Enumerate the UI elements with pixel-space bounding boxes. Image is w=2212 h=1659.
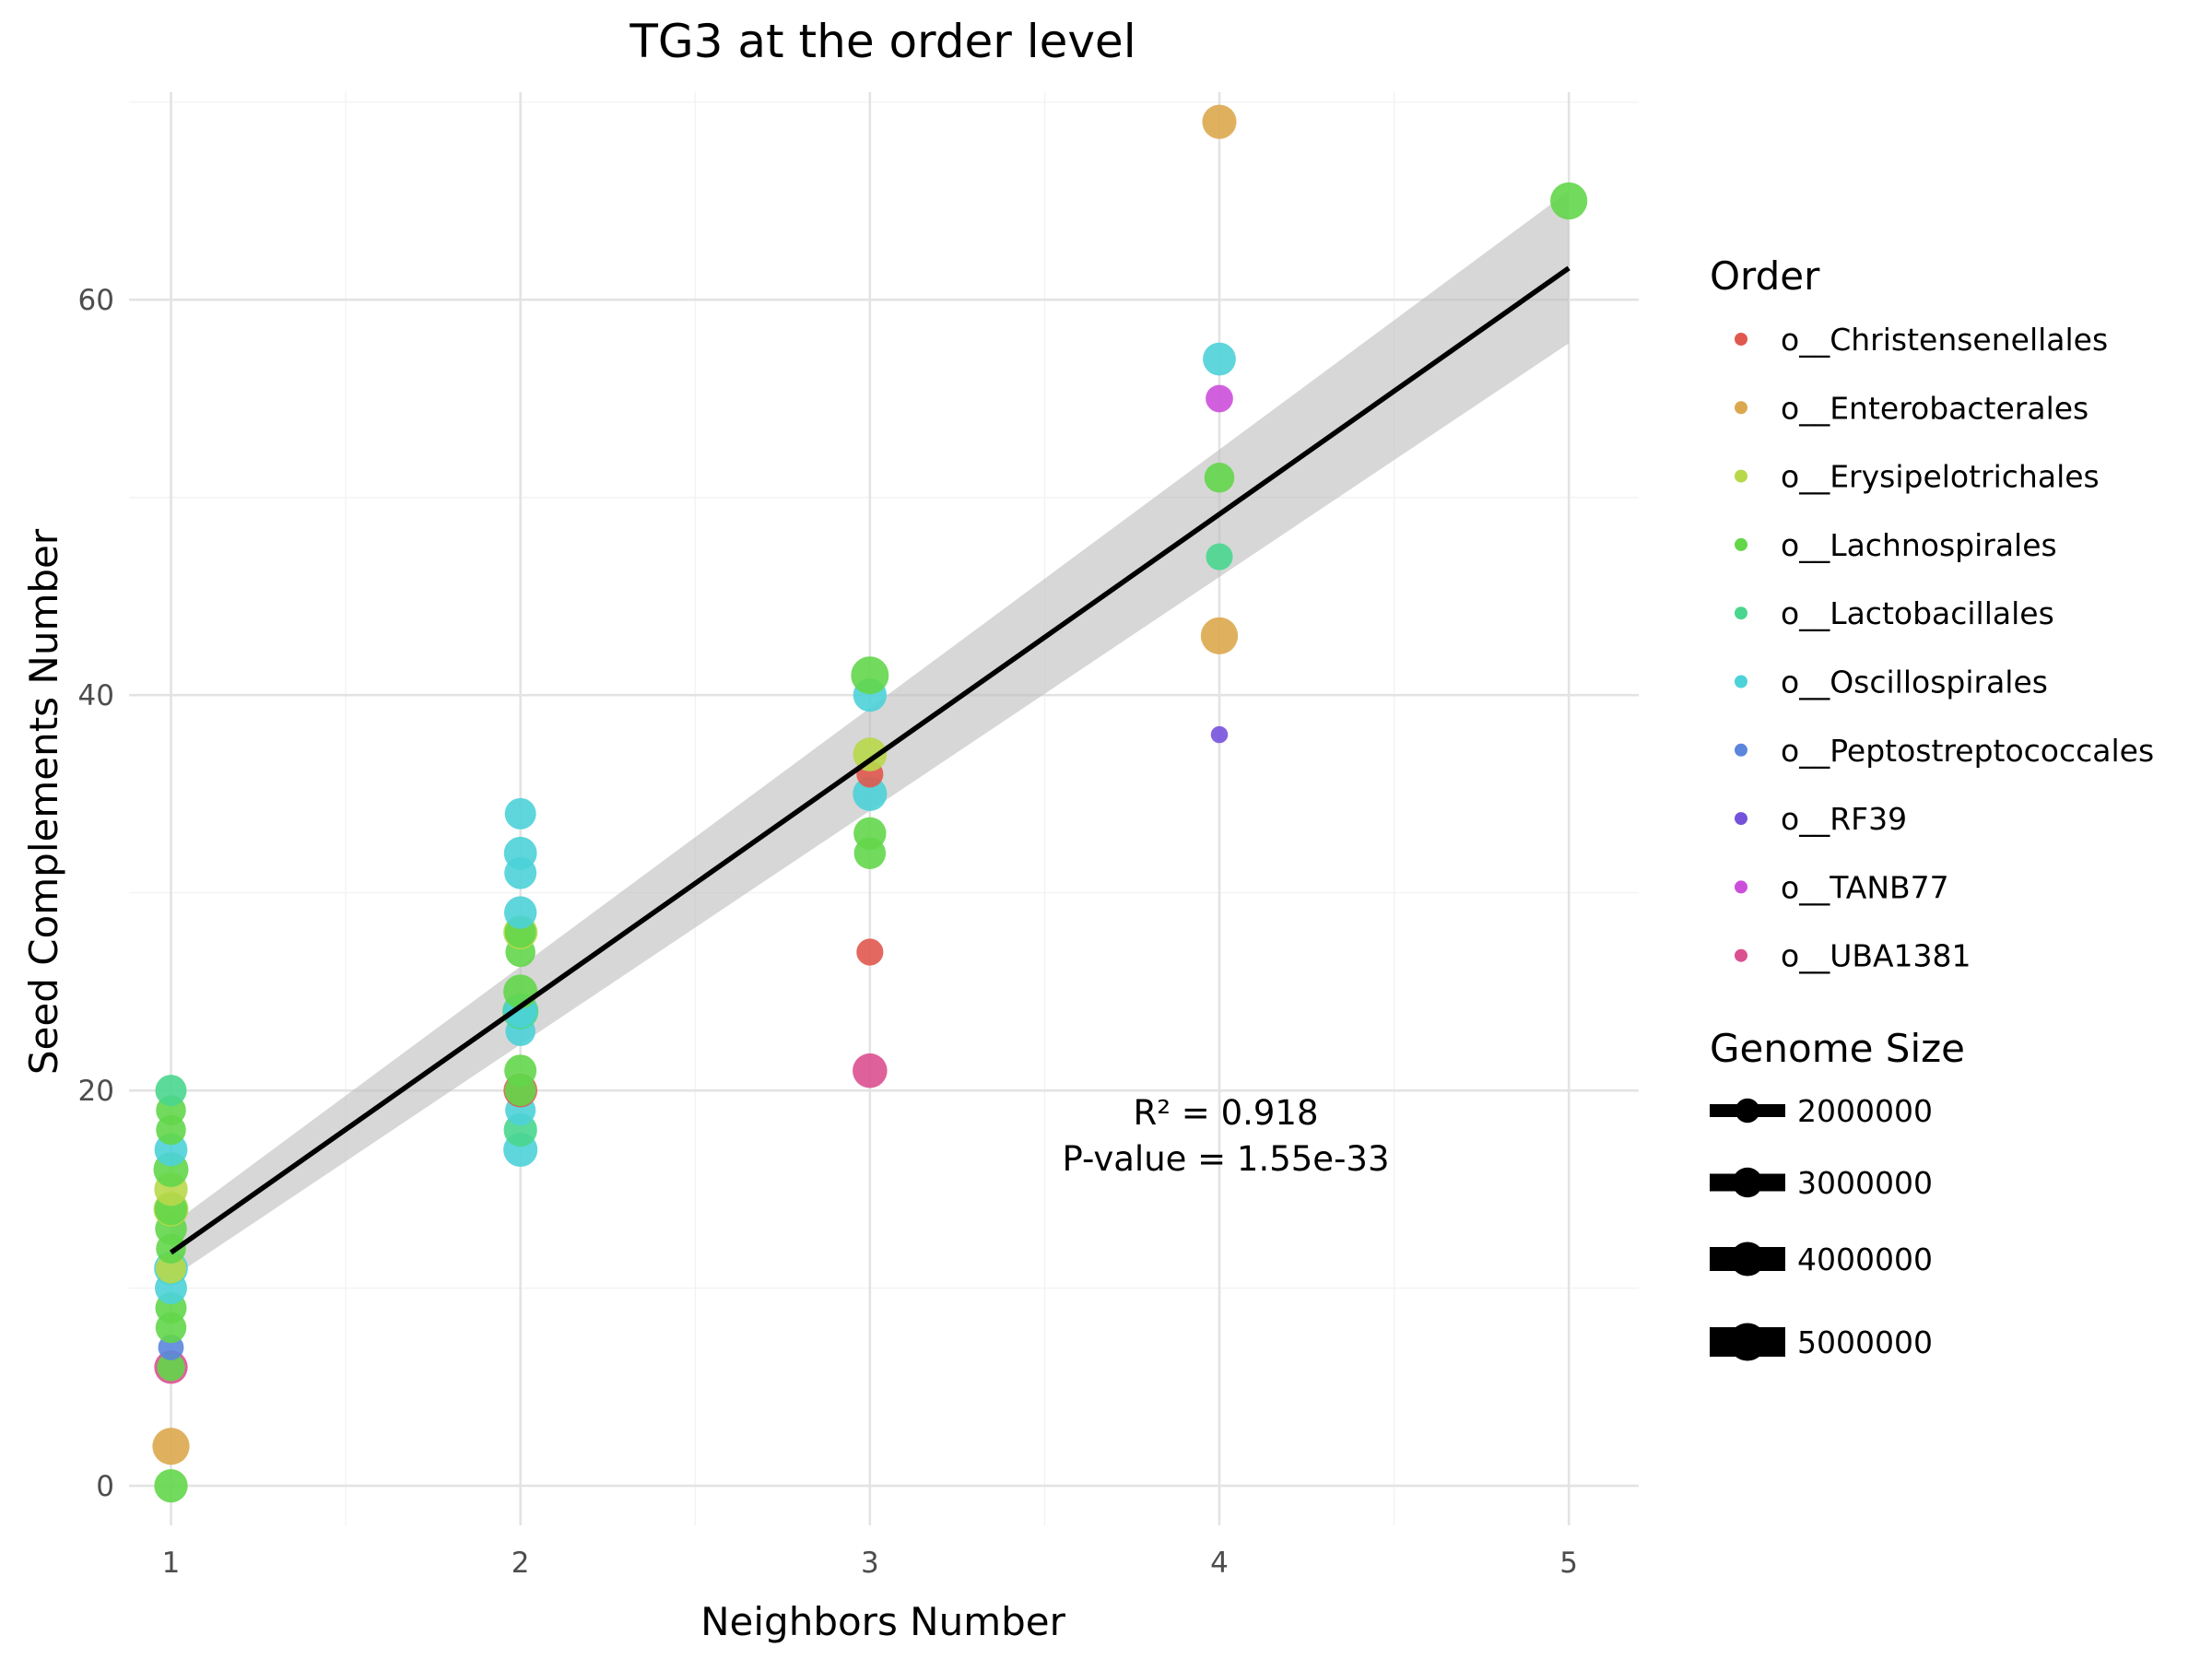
x-axis-ticks: 1 2 3 4 5 [162, 1547, 1578, 1580]
data-point [155, 1075, 187, 1107]
size-legend-label: 4000000 [1797, 1241, 1933, 1277]
legend-key-o-peptostreptococcales [1735, 743, 1747, 757]
data-point [853, 737, 888, 771]
legend-key-o-christensenellales [1735, 333, 1747, 346]
x-tick-label: 4 [1210, 1547, 1229, 1580]
data-point [503, 896, 537, 929]
x-tick-label: 5 [1559, 1547, 1578, 1580]
legend-label: o__RF39 [1781, 801, 1907, 837]
data-point [853, 776, 888, 811]
data-point [504, 1054, 537, 1088]
y-axis-title: Seed Complements Number [21, 528, 66, 1075]
size-legend-label: 2000000 [1797, 1093, 1933, 1129]
order-legend: Order o__Christensenellales o__Enterobact… [1710, 253, 2154, 974]
legend-label: o__UBA1381 [1781, 938, 1971, 974]
data-point [503, 836, 537, 870]
data-point [157, 1353, 185, 1382]
size-legend-dot [1728, 1323, 1767, 1361]
legend-key-o-rf39 [1735, 812, 1747, 826]
genome-size-legend: Genome Size 2000000 3000000 4000000 5000000 [1710, 1026, 1965, 1361]
legend-key-o-uba1381 [1735, 948, 1747, 962]
data-point [1203, 342, 1236, 376]
data-point [851, 656, 889, 695]
legend-key-o-erysipelotrichales [1735, 469, 1747, 483]
y-tick-label: 60 [78, 284, 114, 317]
order-legend-title: Order [1710, 253, 1820, 299]
data-point [853, 817, 887, 851]
regression-line-layer [169, 265, 1571, 1255]
y-tick-label: 20 [78, 1075, 114, 1108]
x-tick-label: 3 [861, 1547, 879, 1580]
legend-label: o__Peptostreptococcales [1781, 733, 2154, 769]
legend-label: o__TANB77 [1781, 869, 1949, 905]
data-point [1206, 543, 1233, 571]
legend-label: o__Oscillospirales [1781, 665, 2048, 700]
data-point [856, 938, 884, 966]
legend-key-o-lactobacillales [1735, 606, 1747, 620]
legend-key-o-tanb77 [1735, 880, 1747, 894]
legend-label: o__Lactobacillales [1781, 595, 2054, 631]
major-gridlines [129, 92, 1639, 1525]
legend-key-o-oscillospirales [1735, 675, 1747, 688]
p-value-annotation: P-value = 1.55e-33 [1062, 1139, 1389, 1179]
x-tick-label: 2 [512, 1547, 530, 1580]
genome-size-legend-title: Genome Size [1710, 1026, 1965, 1071]
legend-label: o__Erysipelotrichales [1781, 459, 2100, 495]
data-point [504, 797, 536, 830]
legend-label: o__Christensenellales [1781, 322, 2108, 358]
y-tick-label: 40 [78, 679, 114, 712]
data-point [1210, 725, 1229, 744]
data-point [1202, 104, 1237, 139]
data-points [152, 104, 1588, 1503]
y-tick-label: 0 [96, 1470, 114, 1503]
size-legend-label: 5000000 [1797, 1324, 1933, 1360]
data-point [1550, 182, 1588, 220]
chart-title: TG3 at the order level [629, 15, 1135, 68]
data-point [154, 1468, 188, 1503]
data-point [853, 1053, 888, 1088]
legend-label: o__Enterobacterales [1781, 390, 2088, 426]
x-axis-title: Neighbors Number [700, 1599, 1066, 1644]
size-legend-dot [1730, 1241, 1765, 1277]
size-legend-label: 3000000 [1797, 1165, 1933, 1201]
regression-line [169, 265, 1571, 1255]
legend-key-o-lachnospirales [1735, 537, 1747, 551]
legend-label: o__Lachnospirales [1781, 527, 2057, 563]
data-point [1206, 384, 1233, 413]
size-legend-dot [1732, 1167, 1763, 1198]
data-point [1204, 462, 1235, 493]
x-tick-label: 1 [162, 1547, 181, 1580]
data-point [1200, 617, 1239, 654]
r-squared-annotation: R² = 0.918 [1134, 1093, 1319, 1133]
data-point [152, 1428, 190, 1465]
size-legend-dot [1735, 1098, 1760, 1124]
legend-key-o-enterobacterales [1735, 401, 1747, 415]
y-axis-ticks: 0 20 40 60 [78, 284, 114, 1503]
